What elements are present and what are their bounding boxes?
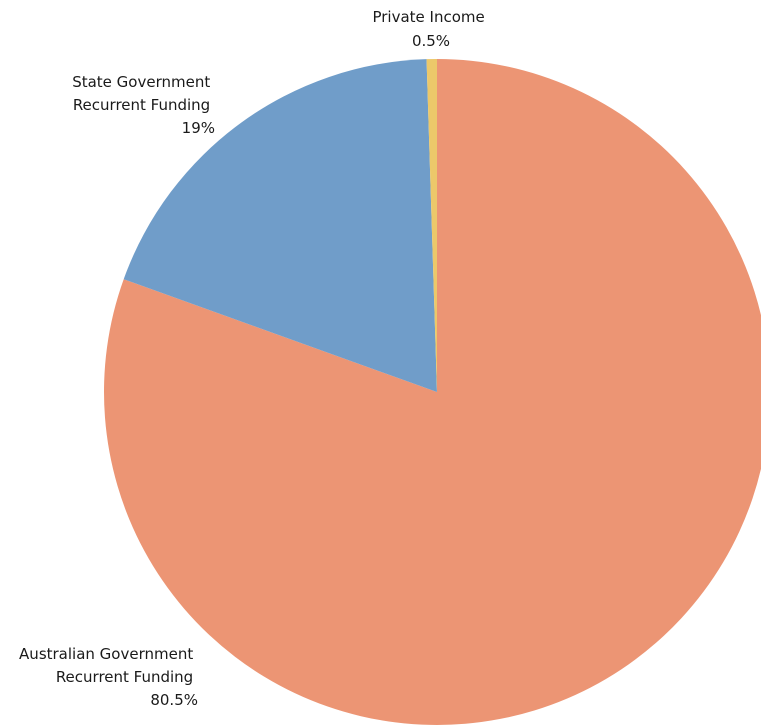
slice-label-line: Private Income xyxy=(372,8,484,26)
slice-state-government xyxy=(123,59,437,392)
slice-label-private-income: Private Income 0.5% xyxy=(372,8,489,50)
slice-label-line: Recurrent Funding xyxy=(56,668,193,686)
slice-private-income xyxy=(426,58,437,393)
slice-label-line: State Government xyxy=(72,73,210,91)
slice-label-australian-government: Australian Government Recurrent Funding … xyxy=(19,645,198,709)
pie-slices xyxy=(104,58,761,725)
slice-value-label: 80.5% xyxy=(150,691,198,709)
slice-label-line: Recurrent Funding xyxy=(73,96,210,114)
slice-label-line: Australian Government xyxy=(19,645,193,663)
slice-label-state-government: State Government Recurrent Funding 19% xyxy=(72,73,215,137)
slice-value-label: 0.5% xyxy=(412,32,450,50)
slice-value-label: 19% xyxy=(182,119,215,137)
slice-australian-government xyxy=(104,59,761,725)
